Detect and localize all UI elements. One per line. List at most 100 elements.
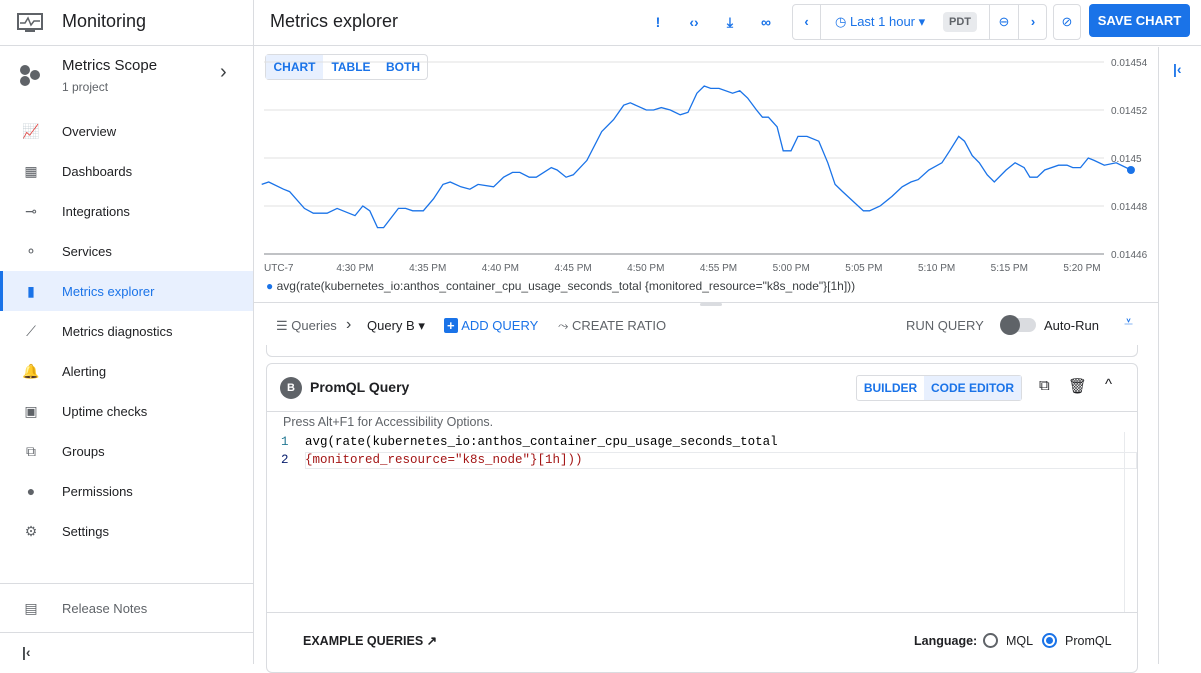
- metrics-chart[interactable]: 0.01454 0.01452 0.0145 0.01448 0.01446 UTC-7 4…: [254, 47, 1158, 302]
- queries-breadcrumb[interactable]: ☰ Queries: [276, 318, 337, 333]
- code-editor-tab[interactable]: CODE EDITOR: [924, 376, 1021, 400]
- x-tick-label: 4:30 PM: [336, 263, 373, 274]
- metrics-scope-selector[interactable]: Metrics Scope 1 project ›: [0, 47, 253, 111]
- collapse-queries-icon[interactable]: ⩡: [1124, 314, 1134, 331]
- editor-mode-toggle: BUILDER CODE EDITOR: [856, 375, 1022, 401]
- sidebar-item-metrics-diagnostics[interactable]: ⟋ Metrics diagnostics: [0, 311, 253, 351]
- integrations-icon: ⊸: [25, 202, 37, 219]
- groups-icon: ⧉: [26, 442, 36, 459]
- code-icon[interactable]: ‹›: [689, 14, 699, 30]
- line-number: 1: [281, 435, 289, 449]
- zoom-out-icon[interactable]: ⊖: [989, 5, 1019, 39]
- sidebar-item-overview[interactable]: 📈 Overview: [0, 111, 253, 151]
- query-bar: ☰ Queries › Query B ▾ + ADD QUERY ⤳ CREA…: [254, 306, 1158, 346]
- auto-run-label: Auto-Run: [1044, 318, 1099, 333]
- code-line-2[interactable]: {monitored_resource="k8s_node"}[1h])): [305, 453, 583, 467]
- link-icon[interactable]: ∞: [761, 14, 771, 30]
- sidebar-item-permissions[interactable]: ● Permissions: [0, 471, 253, 511]
- app-title: Monitoring: [62, 11, 147, 31]
- time-range-picker: ‹ ◷ Last 1 hour ▾ PDT ⊖ ›: [792, 4, 1047, 40]
- x-tick-label: 5:05 PM: [845, 263, 882, 274]
- x-tick-label: 4:35 PM: [409, 263, 446, 274]
- accessibility-hint: Press Alt+F1 for Accessibility Options.: [283, 415, 494, 429]
- scope-subtitle: 1 project: [62, 80, 109, 94]
- sidebar-item-integrations[interactable]: ⊸ Integrations: [0, 191, 253, 231]
- y-tick-label: 0.01446: [1111, 250, 1148, 261]
- x-tick-label: 5:10 PM: [918, 263, 955, 274]
- y-tick-label: 0.0145: [1111, 154, 1142, 165]
- resize-handle[interactable]: [700, 303, 722, 306]
- language-label: Language:: [914, 634, 978, 648]
- header: Metrics explorer ! ‹› ⤓ ∞ ‹ ◷ Last 1 hou…: [254, 0, 1201, 46]
- editor-scrollbar[interactable]: [1124, 432, 1137, 612]
- sidebar-item-dashboards[interactable]: ▦ Dashboards: [0, 151, 253, 191]
- sidebar-item-alerting[interactable]: 🔔 Alerting: [0, 351, 253, 391]
- y-tick-label: 0.01452: [1111, 106, 1148, 117]
- gear-icon: ⚙: [24, 522, 38, 539]
- line-number: 2: [281, 453, 289, 467]
- monitoring-logo-icon: [17, 13, 43, 32]
- timezone-label: UTC-7: [264, 263, 294, 274]
- delete-icon[interactable]: 🗑: [1068, 378, 1088, 395]
- sidebar-item-settings[interactable]: ⚙ Settings: [0, 511, 253, 551]
- add-query-button[interactable]: + ADD QUERY: [444, 318, 538, 333]
- x-tick-label: 5:15 PM: [991, 263, 1028, 274]
- create-ratio-button[interactable]: ⤳ CREATE RATIO: [558, 318, 667, 333]
- chart-legend: ● avg(rate(kubernetes_io:anthos_containe…: [266, 279, 855, 293]
- x-tick-label: 4:50 PM: [627, 263, 664, 274]
- radio-promql[interactable]: [1042, 633, 1057, 648]
- time-range-dropdown[interactable]: ◷ Last 1 hour ▾: [835, 14, 926, 29]
- page-title: Metrics explorer: [270, 11, 399, 31]
- sidebar-item-metrics-explorer[interactable]: ▮ Metrics explorer: [0, 271, 253, 311]
- collapse-sidebar-icon[interactable]: |‹: [22, 644, 31, 660]
- expand-panel-icon[interactable]: |‹: [1173, 61, 1182, 77]
- tab-table[interactable]: TABLE: [331, 60, 371, 74]
- auto-refresh-off-icon[interactable]: ⊘: [1053, 4, 1081, 40]
- sidebar: Monitoring Metrics Scope 1 project › 📈 Ov…: [0, 0, 254, 664]
- tab-chart[interactable]: CHART: [266, 55, 323, 79]
- save-chart-button[interactable]: SAVE CHART: [1089, 4, 1190, 37]
- example-queries-link[interactable]: EXAMPLE QUERIES ↗: [303, 634, 438, 648]
- services-icon: ⚬: [25, 242, 37, 259]
- sidebar-item-uptime-checks[interactable]: ▣ Uptime checks: [0, 391, 253, 431]
- scope-title: Metrics Scope: [62, 57, 158, 74]
- timezone-badge[interactable]: PDT: [943, 12, 977, 32]
- diagnostics-icon: ⟋: [26, 322, 36, 339]
- download-icon[interactable]: ⤓: [726, 14, 734, 30]
- query-selector[interactable]: Query B ▾: [367, 318, 425, 333]
- query-title: PromQL Query: [310, 379, 410, 395]
- chevron-right-icon: ›: [220, 61, 227, 83]
- builder-tab[interactable]: BUILDER: [863, 381, 918, 395]
- sidebar-item-groups[interactable]: ⧉ Groups: [0, 431, 253, 471]
- collapse-card-icon[interactable]: ^: [1105, 376, 1113, 393]
- sidebar-item-services[interactable]: ⚬ Services: [0, 231, 253, 271]
- view-toggle: CHART TABLE BOTH: [265, 54, 428, 80]
- breadcrumb-chevron-icon: ›: [346, 316, 352, 333]
- dashboard-icon: ▦: [24, 162, 38, 179]
- person-icon: ●: [26, 483, 36, 499]
- dropdown-arrow-icon: ▾: [918, 14, 926, 29]
- radio-mql[interactable]: [983, 633, 998, 648]
- legend-series-label: avg(rate(kubernetes_io:anthos_container_…: [276, 279, 856, 293]
- radio-mql-label: MQL: [1006, 634, 1034, 648]
- feedback-icon[interactable]: !: [655, 14, 661, 30]
- tab-both[interactable]: BOTH: [386, 60, 420, 74]
- previous-time-button[interactable]: ‹: [793, 5, 821, 39]
- right-panel: |‹: [1158, 47, 1201, 664]
- release-notes-link[interactable]: ▤ Release Notes: [0, 588, 253, 628]
- hexagons-icon: [20, 65, 40, 86]
- y-tick-label: 0.01454: [1111, 58, 1148, 69]
- code-line-1[interactable]: avg(rate(kubernetes_io:anthos_container_…: [305, 435, 778, 449]
- plus-icon: +: [444, 318, 458, 333]
- duplicate-icon[interactable]: ⧉: [1039, 377, 1050, 394]
- next-time-button[interactable]: ›: [1030, 14, 1036, 29]
- bar-chart-icon: ▮: [27, 282, 35, 299]
- x-tick-label: 4:45 PM: [554, 263, 591, 274]
- run-query-button[interactable]: RUN QUERY: [906, 318, 984, 333]
- series-line: [261, 85, 1132, 229]
- bell-icon: 🔔: [22, 362, 40, 379]
- external-link-icon: ↗: [426, 634, 438, 648]
- clock-icon: ◷: [835, 14, 850, 29]
- auto-run-toggle[interactable]: [1000, 315, 1036, 335]
- notes-icon: ▤: [24, 599, 38, 616]
